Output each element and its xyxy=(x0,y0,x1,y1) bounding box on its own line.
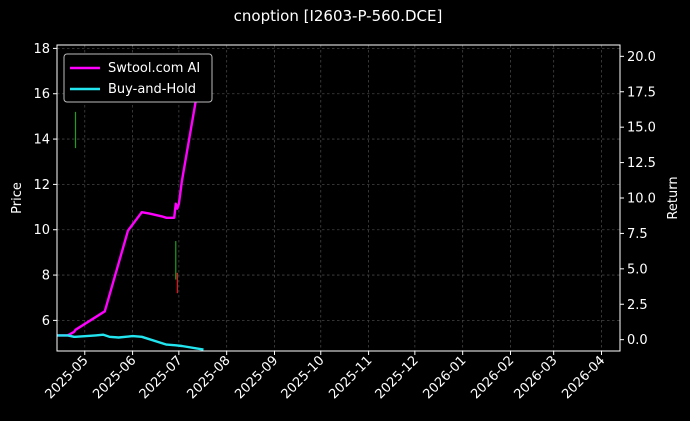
x-axis: 2025-052025-062025-072025-082025-092025-… xyxy=(43,351,608,402)
x-tick-label: 2025-11 xyxy=(326,353,375,402)
right-tick-label: 2.5 xyxy=(627,298,648,313)
legend-label-swtool: Swtool.com AI xyxy=(108,61,200,76)
x-tick-label: 2026-04 xyxy=(559,353,608,402)
series-layer xyxy=(57,56,205,351)
series-line-buy-and-hold xyxy=(57,333,204,351)
right-tick-label: 5.0 xyxy=(627,262,648,277)
left-axis-label: Price xyxy=(10,182,25,214)
x-tick-label: 2026-03 xyxy=(511,353,560,402)
left-tick-label: 6 xyxy=(42,314,50,329)
x-tick-label: 2025-07 xyxy=(137,353,186,402)
right-axis-label: Return xyxy=(666,176,681,219)
x-tick-label: 2025-05 xyxy=(43,353,92,402)
left-tick-label: 10 xyxy=(33,223,50,238)
left-axis: 6 8 10 12 14 16 18 xyxy=(33,42,57,329)
x-tick-label: 2026-01 xyxy=(420,353,469,402)
left-tick-label: 14 xyxy=(33,133,50,148)
x-tick-label: 2025-10 xyxy=(279,353,328,402)
x-tick-label: 2025-06 xyxy=(90,353,139,402)
right-tick-label: 20.0 xyxy=(627,50,656,65)
left-tick-label: 8 xyxy=(42,269,50,284)
candle-layer xyxy=(74,111,178,294)
legend: Swtool.com AI Buy-and-Hold xyxy=(63,53,213,103)
x-tick-label: 2025-08 xyxy=(184,353,233,402)
right-tick-label: 12.5 xyxy=(627,156,656,171)
x-tick-label: 2026-02 xyxy=(468,353,517,402)
legend-box xyxy=(63,53,213,103)
right-axis: 0.0 2.5 5.0 7.5 10.0 12.5 15.0 17.5 20.0 xyxy=(620,50,656,348)
right-tick-label: 17.5 xyxy=(627,85,656,100)
left-tick-label: 18 xyxy=(33,42,50,57)
right-tick-label: 10.0 xyxy=(627,192,656,207)
right-tick-label: 7.5 xyxy=(627,227,648,242)
x-tick-label: 2025-12 xyxy=(373,353,422,402)
right-tick-label: 0.0 xyxy=(627,333,648,348)
left-tick-label: 12 xyxy=(33,178,50,193)
legend-label-buy-and-hold: Buy-and-Hold xyxy=(108,82,196,97)
x-tick-label: 2025-09 xyxy=(232,353,281,402)
left-tick-label: 16 xyxy=(33,87,50,102)
chart-title: cnoption [I2603-P-560.DCE] xyxy=(234,7,443,25)
right-tick-label: 15.0 xyxy=(627,121,656,136)
series-line-swtool-com-ai xyxy=(57,56,205,337)
